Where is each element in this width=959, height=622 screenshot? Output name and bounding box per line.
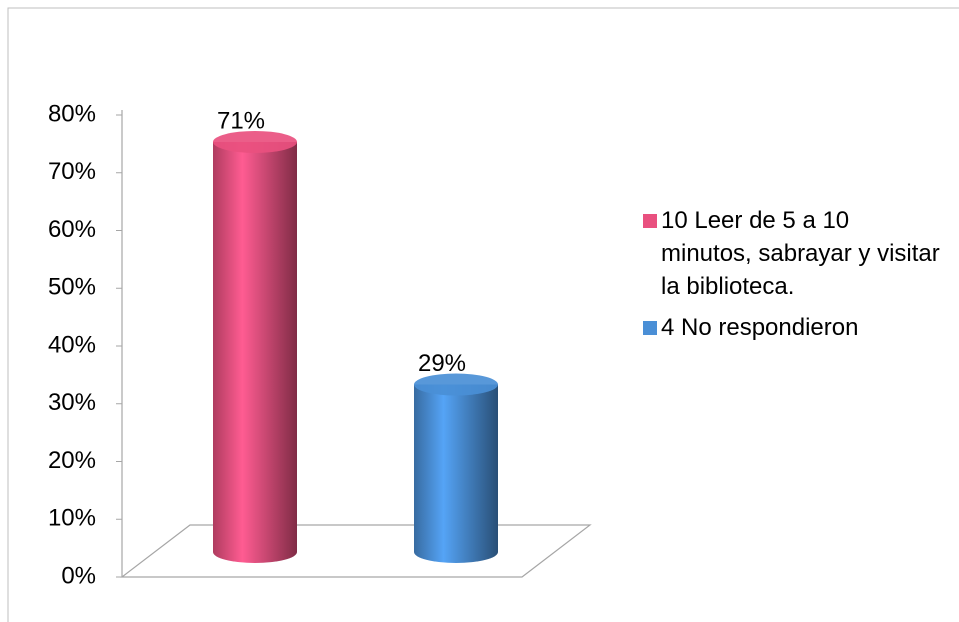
y-tick-label: 10% — [48, 505, 96, 532]
bar-top — [414, 373, 498, 396]
y-tick-label: 40% — [48, 331, 96, 358]
y-tick-label: 70% — [48, 158, 96, 185]
legend-swatch — [643, 321, 657, 335]
bar — [414, 373, 498, 563]
y-tick-label: 80% — [48, 100, 96, 127]
bar — [213, 130, 297, 563]
y-tick-label: 0% — [61, 562, 96, 589]
value-label: 71% — [217, 107, 265, 134]
y-tick-label: 50% — [48, 274, 96, 301]
bar-top — [213, 130, 297, 153]
bar-body — [213, 141, 297, 563]
legend-label: 4 No respondieron — [661, 314, 859, 341]
legend-label: 10 Leer de 5 a 10 minutos, sabrayar y vi… — [661, 207, 940, 300]
legend-item: 4 No respondieron — [640, 311, 940, 344]
value-label: 29% — [418, 350, 466, 377]
y-tick-label: 60% — [48, 216, 96, 243]
y-tick-label: 30% — [48, 389, 96, 416]
chart-border — [7, 7, 959, 622]
y-tick-label: 20% — [48, 447, 96, 474]
floor — [120, 524, 592, 578]
legend-item: 10 Leer de 5 a 10 minutos, sabrayar y vi… — [640, 204, 940, 303]
bar-body — [414, 384, 498, 563]
legend: 10 Leer de 5 a 10 minutos, sabrayar y vi… — [640, 204, 940, 352]
legend-swatch — [643, 214, 657, 228]
